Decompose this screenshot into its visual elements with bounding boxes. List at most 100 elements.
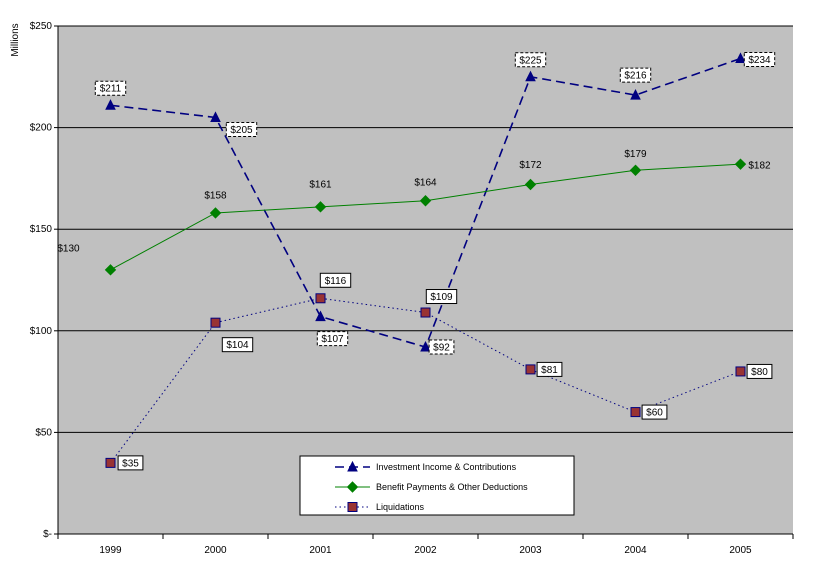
y-tick-label: $150 [30,224,53,235]
data-label-text: $164 [414,177,437,188]
data-point-marker [315,293,326,304]
data-label: $234 [743,52,776,68]
data-point-marker [314,201,327,213]
data-label: $216 [619,67,652,83]
data-label: $109 [425,289,458,305]
data-label-text: $35 [122,458,139,469]
x-tick-labels: 1999 2000 2001 2002 2003 2004 2005 [99,545,752,556]
data-point-marker [524,178,537,191]
data-label-text: $60 [646,408,663,419]
y-tick-label: $- [43,529,52,540]
data-label: $81 [536,361,563,377]
data-label-text: $107 [321,334,344,345]
data-point-marker [210,317,221,328]
data-label: $116 [319,272,352,288]
data-label-text: $104 [226,340,249,351]
data-label: $80 [746,363,773,379]
data-label: $211 [94,80,127,96]
data-label-text: $172 [519,160,542,171]
data-point-marker [209,207,222,219]
data-label: $35 [117,455,144,471]
data-label-box [641,404,668,420]
data-label: $107 [316,331,349,347]
legend-marker [347,460,358,472]
data-label-text: $182 [748,161,771,172]
data-label-box [225,121,258,137]
legend-marker [346,481,359,493]
y-tick-label: $200 [30,123,53,134]
data-label: $104 [221,337,254,353]
data-label: $172 [519,160,542,171]
legend-box [299,455,575,516]
legend-label: Liquidations [376,502,425,512]
data-label-text: $179 [624,149,647,160]
series-group [104,52,747,468]
data-label-box [619,67,652,83]
data-label-text: $211 [100,84,122,95]
x-tick-label: 2002 [414,545,437,556]
data-label-text: $81 [541,365,558,376]
data-point-marker [105,99,116,110]
data-point-marker [630,88,641,100]
data-label-box [319,272,352,288]
y-tick-label: $100 [30,326,53,337]
data-point-marker [525,70,536,82]
data-label-box [425,289,458,305]
data-point-marker [525,364,536,375]
data-label: $130 [57,243,80,254]
data-label-box [221,337,254,353]
data-point-marker [630,407,641,418]
data-labels: $211 $205 $107 $92 $225 $216 $234 $130 $158 $161 $… [57,52,776,471]
data-label-box [117,455,144,471]
data-label: $161 [309,179,332,190]
data-point-marker [420,340,431,352]
data-label-text: $92 [433,343,450,354]
data-label-box [536,361,563,377]
x-tick-label: 2000 [204,545,227,556]
legend-marker [347,502,358,512]
data-label-text: $116 [325,276,347,287]
data-label: $182 [748,161,771,172]
data-point-marker [735,366,746,377]
data-label-box [746,363,773,379]
x-tick-label: 2001 [309,545,332,556]
legend-label: Benefit Payments & Other Deductions [376,482,528,492]
data-point-marker [419,195,432,207]
data-point-marker [420,307,431,318]
data-label: $158 [204,190,227,201]
plot-area [58,26,793,534]
y-tick-labels: $- $50 $100 $150 $200 $250 [30,21,53,540]
data-label: $205 [225,121,258,137]
x-tick-label: 1999 [99,545,122,556]
data-label-box [316,331,349,347]
axes [54,25,794,539]
data-label-text: $216 [624,71,647,82]
data-point-marker [629,164,642,176]
data-label: $164 [414,177,437,188]
data-point-marker [735,52,746,64]
series-2 [105,293,746,468]
x-tick-label: 2003 [519,545,542,556]
data-label: $60 [641,404,668,420]
data-label-box [743,52,776,68]
data-point-marker [210,111,221,122]
data-label-box [94,80,127,96]
x-tick-label: 2004 [624,545,647,556]
data-label-text: $225 [519,55,542,66]
data-point-marker [104,264,117,276]
gridlines [58,25,793,433]
data-point-marker [734,158,747,170]
series-0 [105,52,746,352]
data-label-text: $158 [204,190,227,201]
data-label-text: $205 [230,125,253,136]
data-label-box [514,52,547,68]
y-axis-title: Millions [10,23,21,56]
data-point-marker [315,310,326,322]
data-label: $179 [624,149,647,160]
x-tick-label: 2005 [729,545,752,556]
series-1 [104,158,747,276]
data-label-text: $234 [748,55,771,66]
data-label-text: $161 [309,179,332,190]
data-label-box [428,339,455,355]
